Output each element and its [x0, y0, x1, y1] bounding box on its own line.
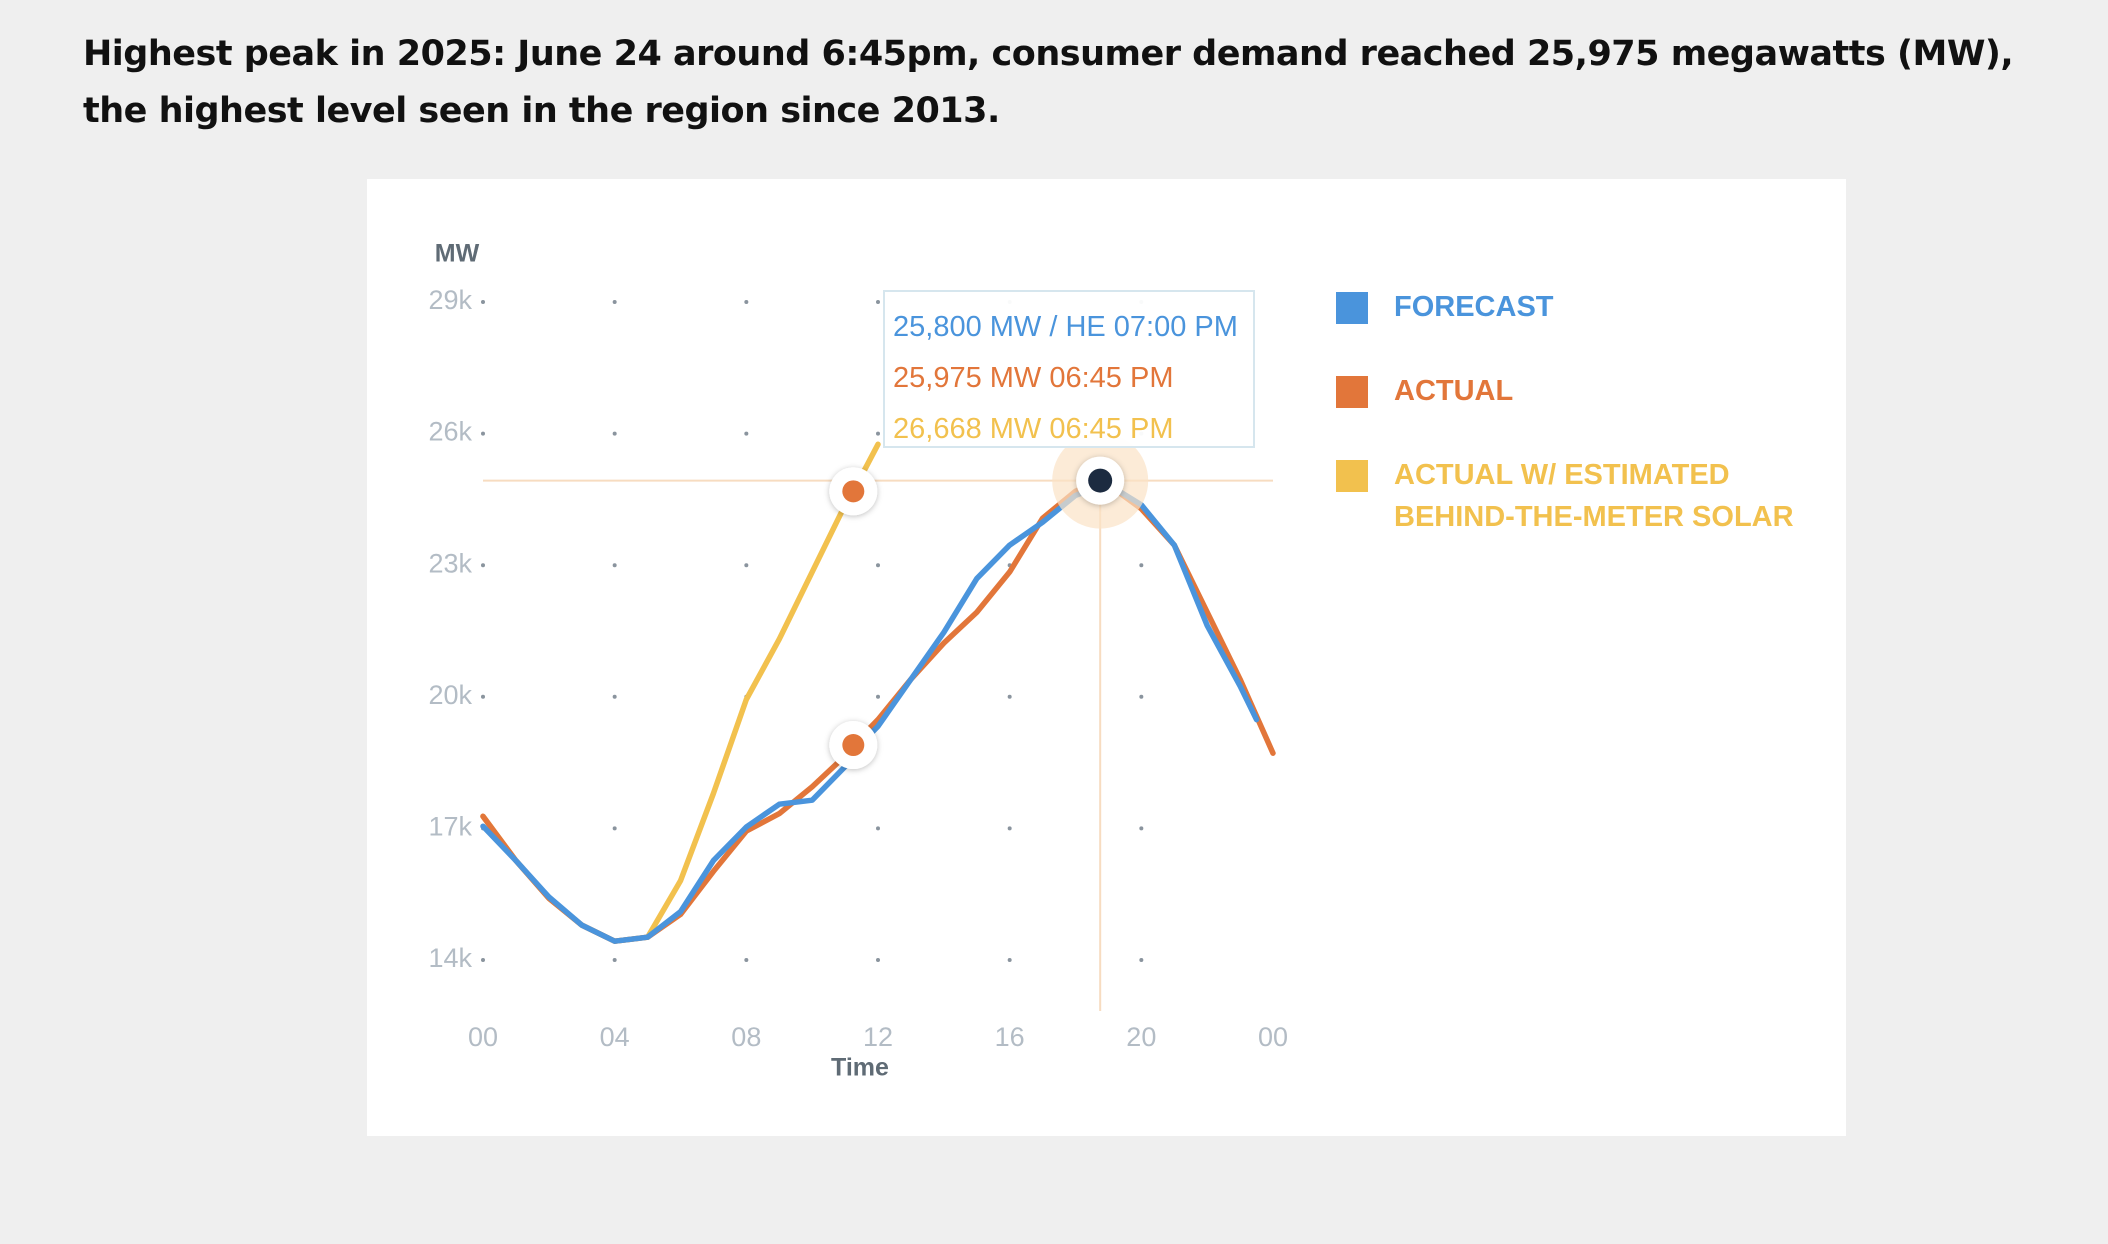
y-tick-label: 23k	[428, 548, 472, 578]
grid-dot	[1139, 826, 1144, 831]
grid-dot	[481, 563, 485, 568]
x-tick-label: 20	[1126, 1022, 1156, 1052]
grid-dot	[876, 826, 880, 831]
grid-dot	[1007, 694, 1012, 699]
grid-dot	[612, 694, 617, 699]
grid-dot	[481, 300, 485, 304]
hover-marker	[842, 734, 865, 757]
legend-item: FORECAST	[1336, 290, 1834, 328]
y-tick-label: 26k	[428, 417, 472, 447]
grid-dot	[876, 958, 880, 962]
y-tick-label: 20k	[428, 680, 472, 710]
legend-item: ACTUAL W/ ESTIMATED BEHIND-THE-METER SOL…	[1336, 458, 1834, 538]
legend-swatch	[1336, 460, 1368, 492]
grid-dot	[876, 300, 880, 304]
grid-dot	[1139, 958, 1144, 962]
grid-dot	[1007, 826, 1012, 831]
grid-dot	[744, 563, 749, 568]
legend-swatch	[1336, 292, 1368, 324]
tooltip-line: 26,668 MW 06:45 PM	[893, 413, 1174, 445]
x-tick-label: 12	[863, 1022, 893, 1052]
x-tick-label: 00	[468, 1022, 498, 1052]
tooltip-line: 25,975 MW 06:45 PM	[893, 362, 1174, 394]
x-tick-label: 04	[600, 1022, 630, 1052]
hover-marker	[842, 480, 865, 503]
grid-dot	[612, 431, 617, 436]
grid-dot	[1139, 563, 1144, 568]
legend-item: ACTUAL	[1336, 374, 1834, 412]
tooltip-line: 25,800 MW / HE 07:00 PM	[893, 311, 1238, 343]
legend-label: ACTUAL	[1394, 375, 1514, 407]
y-tick-label: 29k	[428, 285, 472, 315]
x-tick-label: 08	[731, 1022, 761, 1052]
grid-dot	[612, 563, 617, 568]
grid-dot	[481, 958, 485, 962]
peak-marker	[1088, 468, 1113, 493]
x-tick-label: 16	[995, 1022, 1025, 1052]
y-tick-label: 14k	[428, 943, 472, 973]
y-tick-label: 17k	[428, 812, 472, 842]
heading: Highest peak in 2025: June 24 around 6:4…	[83, 34, 2014, 131]
x-tick-label: 00	[1258, 1022, 1288, 1052]
legend-label: FORECAST	[1394, 291, 1554, 323]
y-axis-title: MW	[435, 240, 480, 268]
grid-dot	[876, 563, 880, 568]
grid-dot	[744, 300, 749, 304]
grid-dot	[612, 826, 617, 831]
tooltip: 25,800 MW / HE 07:00 PM 25,975 MW 06:45 P…	[883, 290, 1255, 448]
legend-label: ACTUAL W/ ESTIMATED BEHIND-THE-METER SOL…	[1394, 459, 1794, 533]
grid-dot	[481, 431, 485, 436]
grid-dot	[744, 958, 749, 962]
legend-swatch	[1336, 376, 1368, 408]
grid-dot	[876, 694, 880, 699]
grid-dot	[876, 431, 880, 436]
grid-dot	[744, 431, 749, 436]
grid-dot	[481, 694, 485, 699]
grid-dot	[1139, 694, 1144, 699]
x-axis-title: Time	[831, 1054, 889, 1082]
grid-dot	[1007, 958, 1012, 962]
grid-dot	[612, 300, 617, 304]
grid-dot	[612, 958, 617, 962]
